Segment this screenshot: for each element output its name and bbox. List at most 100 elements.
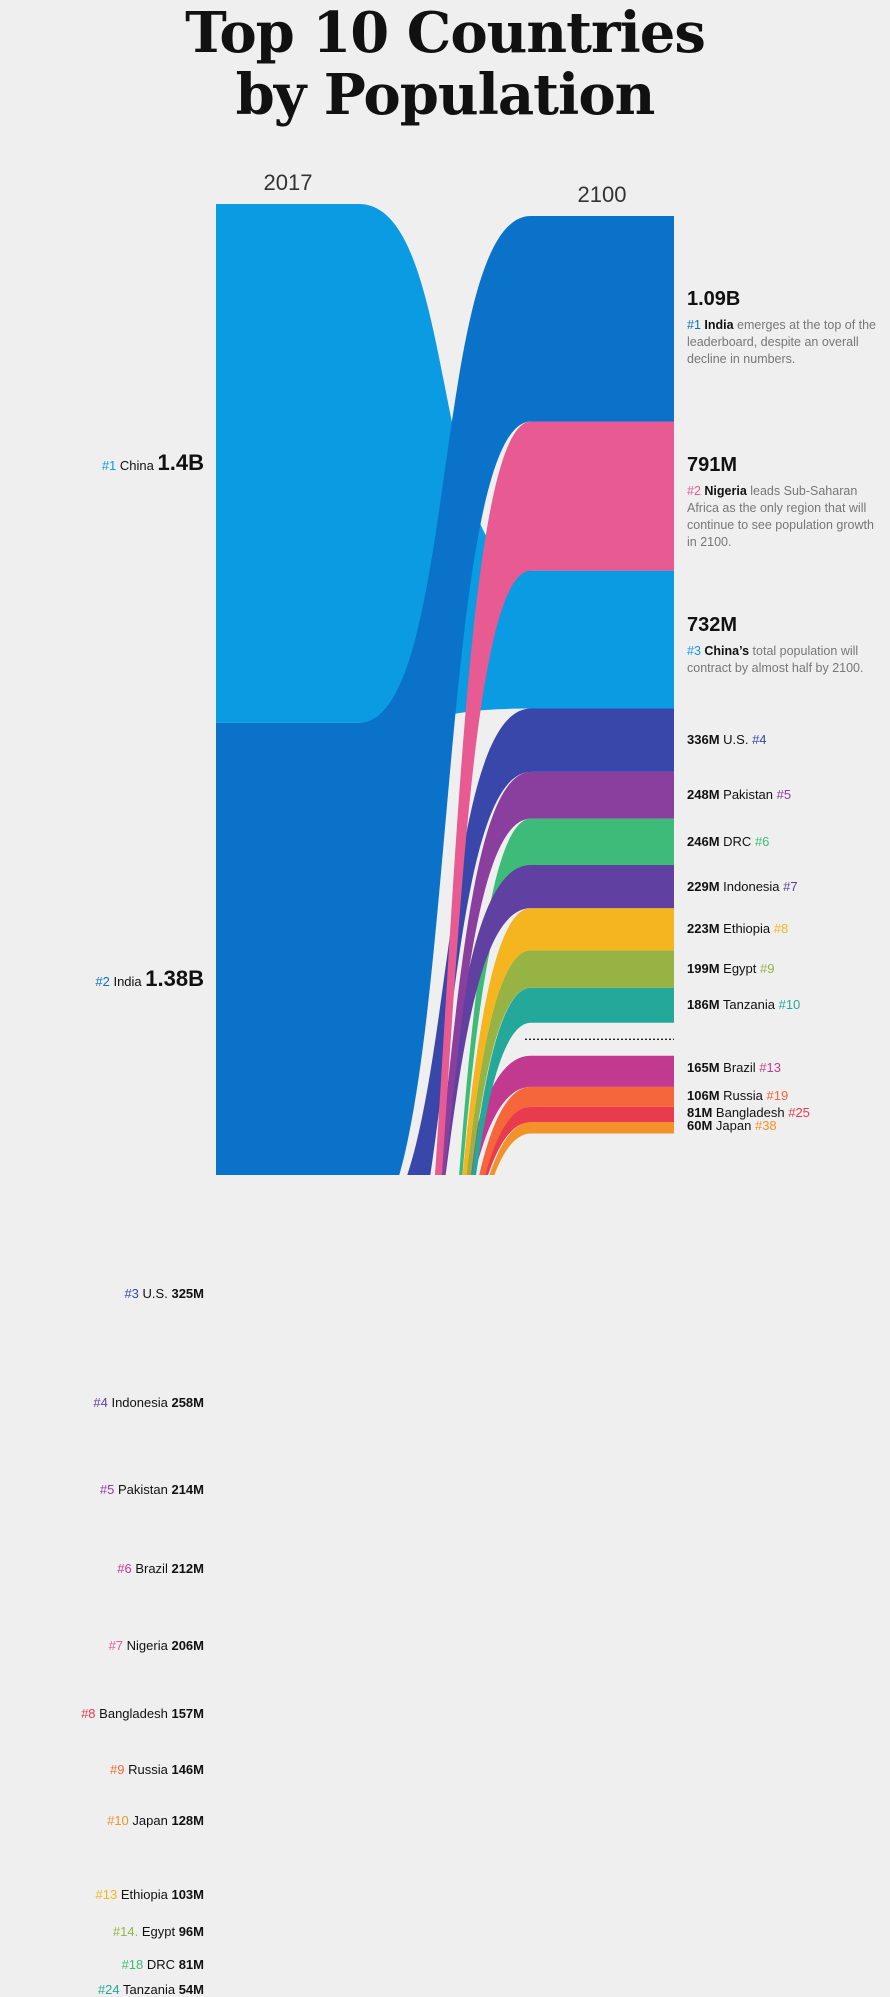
rank-2100-russia: #19	[766, 1088, 789, 1103]
value-2100-japan: 60M	[687, 1118, 713, 1133]
value-2017-bangladesh: 157M	[171, 1705, 204, 1721]
callout-text-nigeria: leads Sub-Saharan Africa as the only reg…	[687, 484, 874, 549]
country-name-2017-bangladesh: Bangladesh	[99, 1705, 168, 1721]
rank-2017-japan: #10	[107, 1812, 129, 1828]
country-name-2100-russia: Russia	[723, 1088, 763, 1103]
label-2017-japan: #10 Japan 128M	[107, 1813, 204, 1828]
country-name-2017-pakistan: Pakistan	[117, 1481, 168, 1497]
value-2017-pakistan: 214M	[171, 1481, 204, 1497]
label-2100-ethiopia: 223M Ethiopia #8	[687, 921, 788, 936]
country-name-2100-pakistan: Pakistan	[723, 787, 774, 803]
rank-2017-drc: #18	[121, 1957, 144, 1973]
rank-2100-pakistan: #5	[776, 787, 792, 803]
country-name-2017-china: China	[119, 458, 154, 474]
label-2017-china: #1 China 1.4B	[102, 450, 204, 476]
value-2100-russia: 106M	[687, 1088, 720, 1103]
label-2017-tanzania: #24 Tanzania 54M	[98, 1982, 204, 1997]
value-2100-egypt: 199M	[687, 960, 720, 976]
rank-2100-u-s: #4	[752, 732, 767, 748]
flow-band-egypt	[466, 950, 674, 1175]
label-2017-nigeria: #7 Nigeria 206M	[109, 1638, 204, 1653]
flow-band-brazil	[465, 1055, 674, 1175]
value-2017-u-s: 325M	[171, 1286, 204, 1302]
value-2100-pakistan: 248M	[687, 787, 720, 803]
country-name-2100-u-s: U.S.	[723, 732, 749, 748]
value-2017-nigeria: 206M	[171, 1638, 204, 1654]
callout-india: 1.09B #1 India emerges at the top of the …	[687, 288, 877, 368]
rank-2017-tanzania: #24	[97, 1982, 120, 1997]
flow-band-india	[216, 216, 674, 1175]
flow-band-indonesia	[435, 865, 674, 1175]
callout-rank-india: #1	[687, 318, 701, 332]
country-name-2100-brazil: Brazil	[723, 1060, 756, 1075]
flow-band-japan	[489, 1122, 674, 1175]
rank-2100-ethiopia: #8	[773, 921, 789, 937]
value-2017-drc: 81M	[178, 1957, 204, 1973]
year-header-2100: 2100	[577, 182, 627, 207]
value-2017-russia: 146M	[171, 1761, 204, 1777]
callout-value-india: 1.09B	[687, 288, 741, 310]
label-2100-brazil: 165M Brazil #13	[687, 1060, 781, 1075]
rank-2017-ethiopia: #13	[95, 1887, 118, 1903]
rank-2017-bangladesh: #8	[81, 1705, 96, 1721]
label-2100-tanzania: 186M Tanzania #10	[687, 997, 800, 1012]
callout-country-nigeria: Nigeria	[704, 484, 747, 498]
label-2100-u-s: 336M U.S. #4	[687, 732, 767, 747]
value-2017-indonesia: 258M	[171, 1394, 204, 1410]
rank-2100-brazil: #13	[759, 1060, 781, 1075]
rank-2100-tanzania: #10	[778, 997, 801, 1013]
country-name-2017-ethiopia: Ethiopia	[120, 1887, 168, 1903]
chart-title-line1: Top 10 Countries	[185, 0, 706, 66]
callout-value-nigeria: 791M	[687, 454, 738, 476]
rank-2017-pakistan: #5	[99, 1481, 115, 1497]
year-header-2017: 2017	[263, 170, 313, 195]
country-name-2100-tanzania: Tanzania	[722, 997, 775, 1013]
label-2017-russia: #9 Russia 146M	[110, 1762, 204, 1777]
label-2017-u-s: #3 U.S. 325M	[124, 1286, 204, 1301]
value-2017-india: 1.38B	[145, 965, 204, 991]
rank-2017-india: #2	[95, 973, 110, 989]
label-2017-bangladesh: #8 Bangladesh 157M	[81, 1706, 204, 1721]
label-2017-brazil: #6 Brazil 212M	[117, 1561, 204, 1576]
rank-2017-u-s: #3	[124, 1286, 139, 1302]
callout-text-china: total population will contract by almost…	[687, 644, 864, 675]
country-name-2017-nigeria: Nigeria	[126, 1638, 168, 1654]
label-2100-indonesia: 229M Indonesia #7	[687, 879, 798, 894]
country-name-2017-u-s: U.S.	[142, 1286, 168, 1302]
flow-band-bangladesh	[481, 1106, 674, 1175]
value-2017-japan: 128M	[171, 1812, 204, 1828]
callout-country-china: China’s	[704, 644, 750, 658]
country-name-2017-tanzania: Tanzania	[123, 1982, 176, 1997]
label-2100-russia: 106M Russia #19	[687, 1088, 788, 1103]
callout-note-china: #3 China’s total population will contrac…	[687, 643, 877, 677]
rank-2017-egypt: #14.	[112, 1924, 139, 1940]
country-name-2017-indonesia: Indonesia	[111, 1394, 168, 1410]
country-name-2100-egypt: Egypt	[723, 960, 757, 976]
flow-band-u-s	[407, 708, 674, 1175]
callout-note-india: #1 India emerges at the top of the leade…	[687, 317, 877, 368]
label-2017-drc: #18 DRC 81M	[122, 1957, 204, 1972]
rank-2100-japan: #38	[754, 1118, 777, 1133]
value-2100-brazil: 165M	[687, 1060, 720, 1075]
label-2100-drc: 246M DRC #6	[687, 834, 769, 849]
chart-title-line2: by Population	[235, 62, 656, 128]
value-2100-tanzania: 186M	[687, 997, 720, 1013]
country-name-2017-drc: DRC	[146, 1957, 176, 1973]
country-name-2100-bangladesh: Bangladesh	[715, 1105, 785, 1120]
country-name-2017-india: India	[113, 973, 142, 989]
callout-nigeria: 791M #2 Nigeria leads Sub-Saharan Africa …	[687, 454, 877, 551]
value-2100-indonesia: 229M	[687, 878, 720, 894]
label-2100-egypt: 199M Egypt #9	[687, 961, 775, 976]
label-2017-indonesia: #4 Indonesia 258M	[93, 1395, 204, 1410]
rank-2100-indonesia: #7	[783, 878, 798, 894]
label-2100-japan: 60M Japan #38	[687, 1118, 777, 1133]
flow-band-nigeria	[434, 421, 674, 1175]
rank-2100-egypt: #9	[760, 960, 775, 976]
country-name-2100-indonesia: Indonesia	[723, 878, 780, 894]
value-2100-ethiopia: 223M	[687, 921, 720, 937]
callout-text-india: emerges at the top of the leaderboard, d…	[687, 318, 877, 366]
callout-rank-nigeria: #2	[687, 484, 701, 498]
label-2017-pakistan: #5 Pakistan 214M	[100, 1482, 204, 1497]
value-2017-brazil: 212M	[171, 1560, 204, 1576]
label-2017-india: #2 India 1.38B	[95, 966, 204, 992]
